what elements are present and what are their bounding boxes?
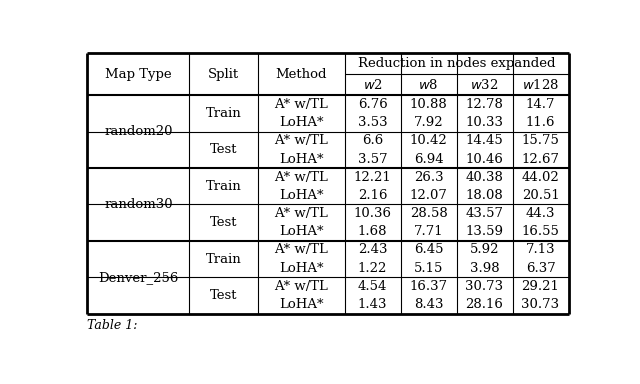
Text: $\mathit{w}$8: $\mathit{w}$8 xyxy=(419,78,439,92)
Text: random30: random30 xyxy=(104,198,173,211)
Text: 30.73: 30.73 xyxy=(465,280,504,293)
Text: A* w/TL: A* w/TL xyxy=(275,207,328,220)
Text: 6.37: 6.37 xyxy=(525,262,556,275)
Text: 10.88: 10.88 xyxy=(410,98,447,111)
Text: 10.33: 10.33 xyxy=(465,116,504,129)
Text: 26.3: 26.3 xyxy=(413,171,444,184)
Text: 14.45: 14.45 xyxy=(466,134,504,147)
Text: 20.51: 20.51 xyxy=(522,189,559,202)
Text: 10.36: 10.36 xyxy=(353,207,392,220)
Text: 28.58: 28.58 xyxy=(410,207,447,220)
Text: 6.76: 6.76 xyxy=(358,98,387,111)
Text: LoHA*: LoHA* xyxy=(279,262,324,275)
Text: 12.78: 12.78 xyxy=(466,98,504,111)
Text: Map Type: Map Type xyxy=(105,68,172,81)
Text: $\mathit{w}$128: $\mathit{w}$128 xyxy=(522,78,559,92)
Text: $\mathit{w}$2: $\mathit{w}$2 xyxy=(363,78,383,92)
Text: 12.07: 12.07 xyxy=(410,189,447,202)
Text: Train: Train xyxy=(205,180,241,193)
Text: 3.98: 3.98 xyxy=(470,262,499,275)
Text: Method: Method xyxy=(276,68,327,81)
Text: 6.94: 6.94 xyxy=(413,152,444,166)
Text: 3.57: 3.57 xyxy=(358,152,387,166)
Text: 12.21: 12.21 xyxy=(354,171,392,184)
Text: LoHA*: LoHA* xyxy=(279,225,324,238)
Text: A* w/TL: A* w/TL xyxy=(275,243,328,257)
Text: random20: random20 xyxy=(104,125,173,138)
Text: 13.59: 13.59 xyxy=(465,225,504,238)
Text: 18.08: 18.08 xyxy=(466,189,504,202)
Text: A* w/TL: A* w/TL xyxy=(275,98,328,111)
Text: 6.6: 6.6 xyxy=(362,134,383,147)
Text: 11.6: 11.6 xyxy=(526,116,556,129)
Text: 40.38: 40.38 xyxy=(466,171,504,184)
Text: $\mathit{w}$32: $\mathit{w}$32 xyxy=(470,78,499,92)
Text: 5.92: 5.92 xyxy=(470,243,499,257)
Text: Train: Train xyxy=(205,107,241,120)
Text: 2.16: 2.16 xyxy=(358,189,387,202)
Text: 1.43: 1.43 xyxy=(358,298,387,311)
Text: LoHA*: LoHA* xyxy=(279,152,324,166)
Text: A* w/TL: A* w/TL xyxy=(275,280,328,293)
Text: 44.3: 44.3 xyxy=(526,207,556,220)
Text: 7.13: 7.13 xyxy=(525,243,556,257)
Text: 29.21: 29.21 xyxy=(522,280,559,293)
Text: 15.75: 15.75 xyxy=(522,134,559,147)
Text: Train: Train xyxy=(205,253,241,266)
Text: 7.92: 7.92 xyxy=(413,116,444,129)
Text: 1.22: 1.22 xyxy=(358,262,387,275)
Text: 43.57: 43.57 xyxy=(465,207,504,220)
Text: Test: Test xyxy=(210,289,237,302)
Text: 10.42: 10.42 xyxy=(410,134,447,147)
Text: A* w/TL: A* w/TL xyxy=(275,171,328,184)
Text: 6.45: 6.45 xyxy=(414,243,444,257)
Text: Reduction in nodes expanded: Reduction in nodes expanded xyxy=(358,58,556,70)
Text: Table 1:: Table 1: xyxy=(88,319,138,332)
Text: 28.16: 28.16 xyxy=(466,298,504,311)
Text: 7.71: 7.71 xyxy=(413,225,444,238)
Text: 14.7: 14.7 xyxy=(526,98,556,111)
Text: 1.68: 1.68 xyxy=(358,225,387,238)
Text: Test: Test xyxy=(210,216,237,229)
Text: 8.43: 8.43 xyxy=(414,298,444,311)
Text: 4.54: 4.54 xyxy=(358,280,387,293)
Text: Test: Test xyxy=(210,143,237,156)
Text: Split: Split xyxy=(208,68,239,81)
Text: A* w/TL: A* w/TL xyxy=(275,134,328,147)
Text: 30.73: 30.73 xyxy=(522,298,559,311)
Text: Denver_256: Denver_256 xyxy=(98,271,179,284)
Text: LoHA*: LoHA* xyxy=(279,189,324,202)
Text: LoHA*: LoHA* xyxy=(279,116,324,129)
Text: LoHA*: LoHA* xyxy=(279,298,324,311)
Text: 2.43: 2.43 xyxy=(358,243,387,257)
Text: 5.15: 5.15 xyxy=(414,262,444,275)
Text: 12.67: 12.67 xyxy=(522,152,559,166)
Text: 16.37: 16.37 xyxy=(410,280,447,293)
Text: 10.46: 10.46 xyxy=(466,152,504,166)
Text: 44.02: 44.02 xyxy=(522,171,559,184)
Text: 16.55: 16.55 xyxy=(522,225,559,238)
Text: 3.53: 3.53 xyxy=(358,116,387,129)
